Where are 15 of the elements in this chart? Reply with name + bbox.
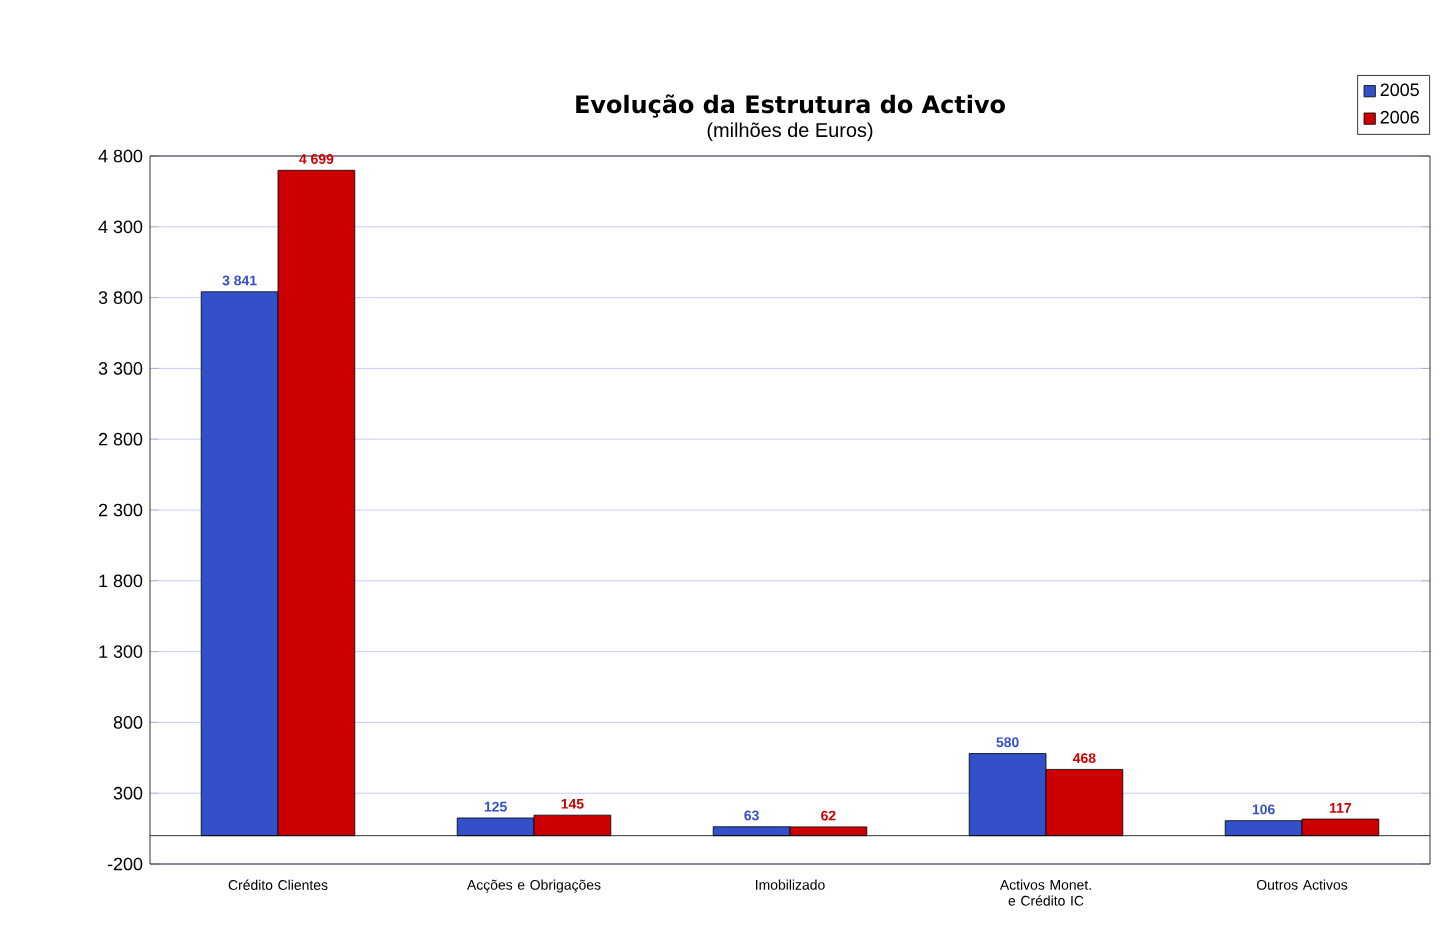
y-tick-label: 4 300 bbox=[98, 220, 143, 234]
y-tick-label: 3 800 bbox=[98, 291, 143, 304]
y-tick-label: 4 800 bbox=[98, 149, 143, 163]
y-tick-label: 800 bbox=[113, 716, 143, 729]
y-tick-label: -200 bbox=[107, 857, 143, 871]
y-tick-label: 3 300 bbox=[98, 362, 143, 375]
legend-label: 2006 bbox=[1380, 110, 1419, 124]
legend-label: 2005 bbox=[1380, 83, 1419, 97]
y-tick-label: 2 800 bbox=[98, 432, 143, 446]
y-tick-label: 1 300 bbox=[99, 645, 143, 658]
chart-subtitle: (milhões de Euros) bbox=[707, 122, 873, 141]
y-tick-label: 300 bbox=[113, 786, 143, 800]
chart-title: Evolução da Estrutura do Activo bbox=[576, 94, 1005, 118]
y-tick-label: 1 800 bbox=[99, 574, 143, 588]
y-tick-label: 2 300 bbox=[98, 503, 143, 517]
